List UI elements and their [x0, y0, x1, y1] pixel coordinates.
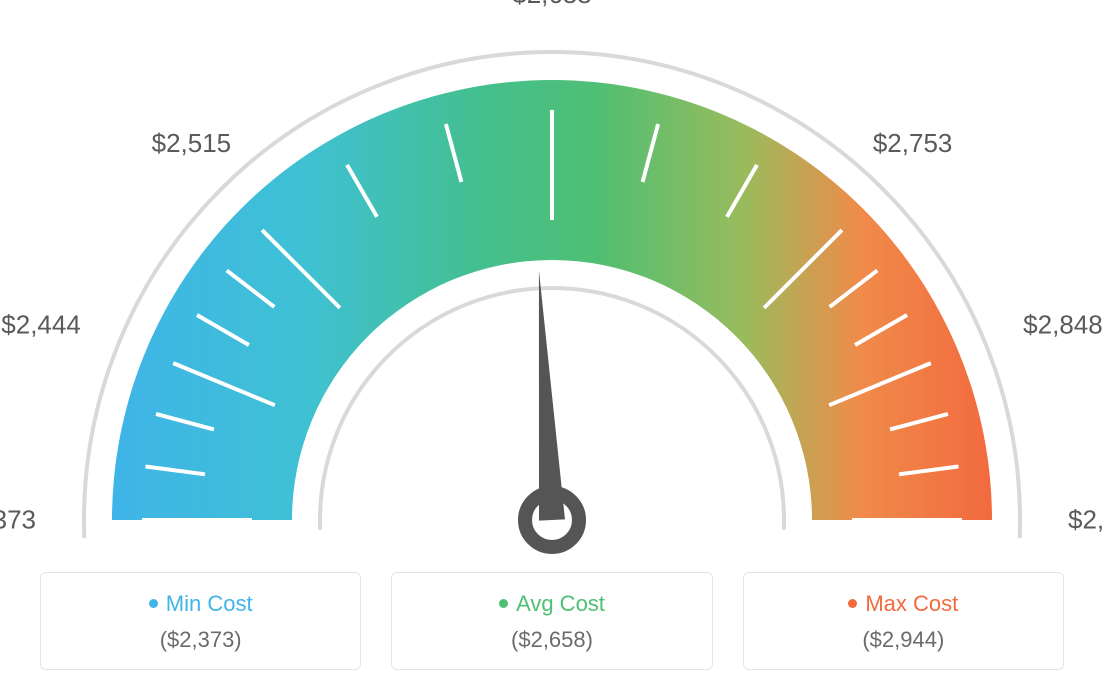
legend-card-avg: Avg Cost ($2,658) [391, 572, 712, 670]
legend-title-text: Min Cost [166, 591, 253, 616]
gauge-tick-label: $2,444 [1, 309, 81, 340]
legend-value-min: ($2,373) [51, 627, 350, 653]
dot-icon [848, 599, 857, 608]
legend-value-max: ($2,944) [754, 627, 1053, 653]
dot-icon [149, 599, 158, 608]
legend-title-text: Max Cost [865, 591, 958, 616]
gauge-tick-label: $2,753 [873, 128, 953, 159]
legend-value-avg: ($2,658) [402, 627, 701, 653]
legend-card-min: Min Cost ($2,373) [40, 572, 361, 670]
legend-title-min: Min Cost [51, 591, 350, 617]
gauge-tick-label: $2,944 [1068, 505, 1104, 536]
legend-title-max: Max Cost [754, 591, 1053, 617]
legend-card-max: Max Cost ($2,944) [743, 572, 1064, 670]
gauge-tick-label: $2,373 [0, 505, 36, 536]
gauge-tick-label: $2,848 [1023, 309, 1103, 340]
gauge-tick-label: $2,515 [152, 128, 232, 159]
dot-icon [499, 599, 508, 608]
legend-title-avg: Avg Cost [402, 591, 701, 617]
gauge-chart: $2,373 $2,444 $2,515 $2,658 $2,753 $2,848 $2,9… [0, 0, 1104, 560]
gauge-tick-label: $2,658 [512, 0, 592, 10]
gauge-svg [0, 40, 1104, 620]
legend-title-text: Avg Cost [516, 591, 605, 616]
legend-row: Min Cost ($2,373) Avg Cost ($2,658) Max … [0, 572, 1104, 670]
